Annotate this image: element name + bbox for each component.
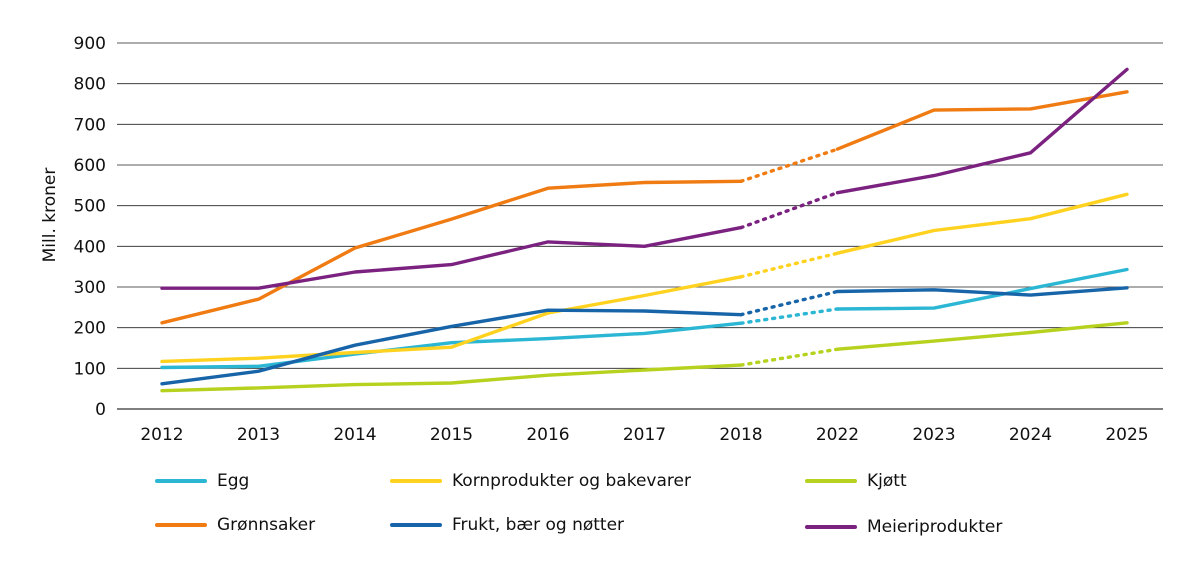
x-tick-label: 2016 — [526, 425, 569, 445]
series-line-solid — [160, 308, 743, 386]
x-tick-label: 2023 — [912, 425, 955, 445]
series-line-solid — [835, 267, 1129, 311]
series-line-solid — [160, 225, 743, 290]
x-tick-label: 2013 — [237, 425, 280, 445]
y-tick-label: 300 — [74, 278, 106, 298]
series-line-solid — [835, 192, 1129, 255]
y-tick-label: 500 — [74, 197, 106, 217]
series-line-dotted — [739, 307, 840, 325]
x-tick-label: 2017 — [623, 425, 666, 445]
series-line-dotted — [739, 289, 840, 317]
x-tick-label: 2012 — [140, 425, 183, 445]
series-line-solid — [160, 363, 743, 393]
series-line-solid — [835, 90, 1129, 151]
series-line-solid — [160, 275, 743, 364]
y-tick-label: 800 — [74, 75, 106, 95]
series-line-dotted — [739, 147, 840, 183]
series-line-solid — [835, 67, 1129, 195]
x-tick-labels: 2012 2013 2014 2015 2016 2017 2018 2022 2023 2024… — [140, 425, 1148, 445]
gridlines — [117, 42, 1163, 410]
series-line-dotted — [739, 251, 840, 279]
series-line-dotted — [739, 347, 840, 367]
y-tick-label: 100 — [74, 359, 106, 379]
y-axis-label: Mill. kroner — [40, 168, 60, 263]
y-tick-labels: 0 100 200 300 400 500 600 700 800 900 — [74, 34, 106, 420]
series-line-solid — [160, 321, 743, 370]
y-tick-label: 700 — [74, 115, 106, 135]
y-tick-label: 600 — [74, 156, 106, 176]
y-tick-label: 200 — [74, 319, 106, 339]
x-tick-label: 2024 — [1009, 425, 1052, 445]
x-tick-label: 2018 — [719, 425, 762, 445]
series-line-solid — [835, 321, 1129, 351]
y-tick-label: 400 — [74, 237, 106, 257]
series-lines — [160, 67, 1129, 393]
series-line-solid — [835, 286, 1129, 297]
y-tick-label: 0 — [95, 400, 106, 420]
x-tick-label: 2015 — [430, 425, 473, 445]
x-tick-label: 2025 — [1105, 425, 1148, 445]
x-tick-label: 2022 — [816, 425, 859, 445]
y-tick-label: 900 — [74, 34, 106, 54]
series-line-solid — [160, 179, 743, 325]
series-line-dotted — [739, 190, 840, 230]
x-tick-label: 2014 — [333, 425, 376, 445]
